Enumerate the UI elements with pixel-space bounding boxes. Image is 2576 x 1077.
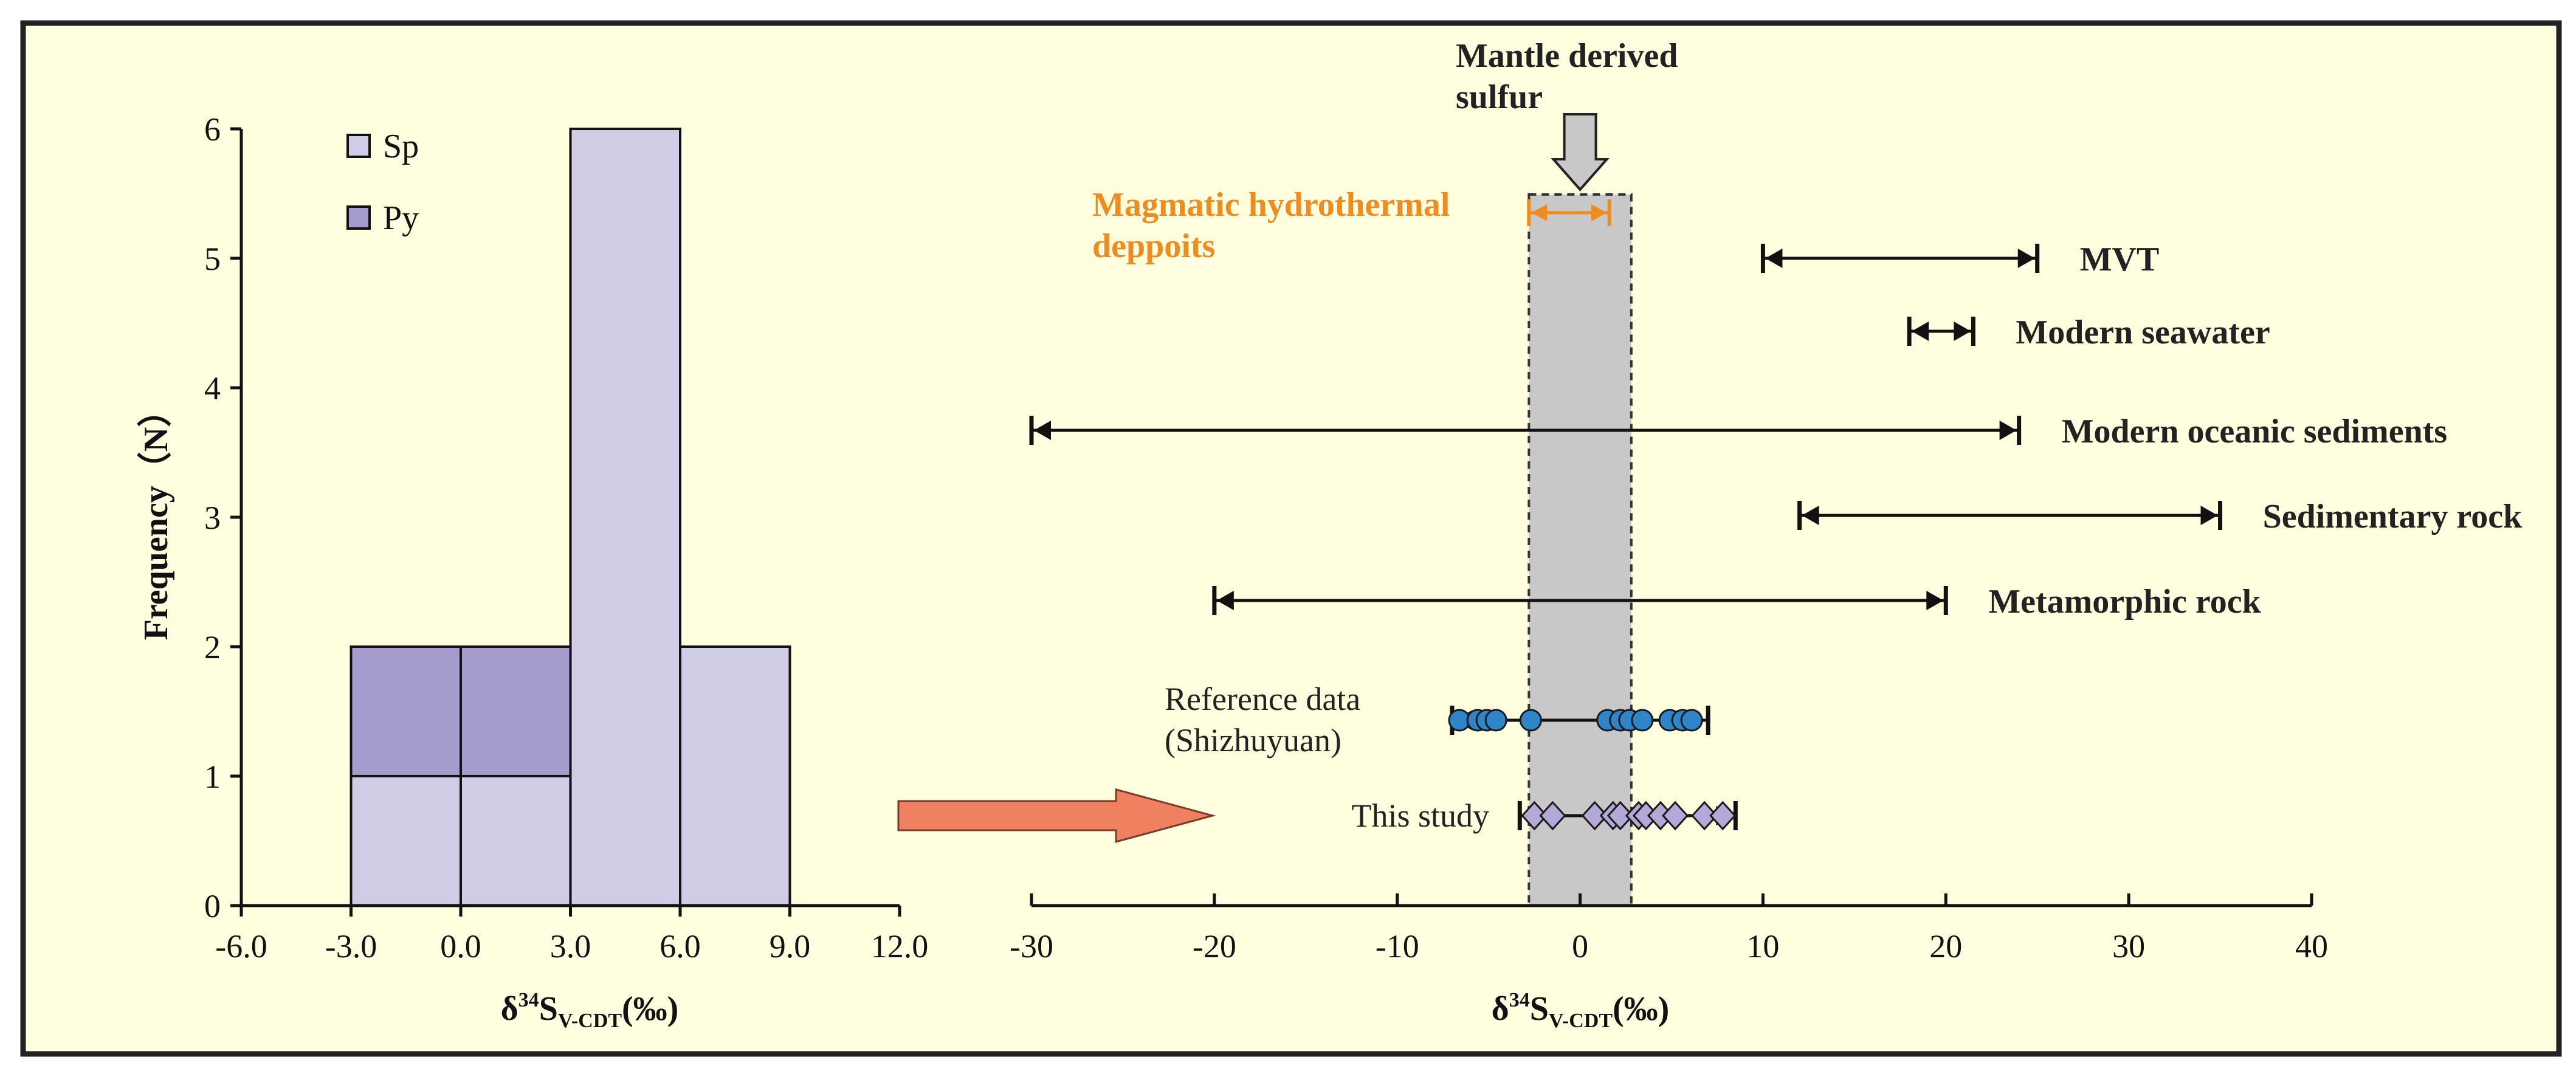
mantle-sulfur-band bbox=[1527, 193, 1633, 907]
range-x-axis-title: δ34SV-CDT(‰) bbox=[1492, 989, 1670, 1032]
range-modern-seawater-arrowhead-right bbox=[1954, 322, 1971, 341]
hist-x-axis-title: δ34SV-CDT(‰) bbox=[501, 989, 679, 1032]
hist-y-tick-label: 5 bbox=[204, 241, 221, 277]
range-x-tick-label: 40 bbox=[2295, 928, 2328, 965]
range-x-tick-label: 10 bbox=[1746, 928, 1779, 965]
bar-sp-3 bbox=[679, 645, 791, 907]
range-sedimentary-rock-arrowhead-left bbox=[1802, 506, 1819, 525]
range-modern-seawater bbox=[1907, 317, 1975, 346]
range-x-tick-label: 20 bbox=[1929, 928, 1962, 965]
range-mvt-arrowhead-left bbox=[1765, 249, 1783, 268]
study-point bbox=[1539, 800, 1566, 831]
range-metamorphic-rock-arrowhead-right bbox=[1926, 591, 1944, 610]
hist-x-tick-label: -6.0 bbox=[215, 928, 267, 965]
range-modern-oceanic-sediments-label: Modern oceanic sediments bbox=[2062, 413, 2448, 450]
reference-point bbox=[1680, 709, 1703, 732]
hist-y-tick-label: 4 bbox=[204, 370, 221, 407]
range-x-tick-label: -30 bbox=[1010, 928, 1053, 965]
hist-x-tick-label: 3.0 bbox=[550, 928, 591, 965]
hist-x-tick-label: 12.0 bbox=[871, 928, 929, 965]
hist-y-tick-label: 3 bbox=[204, 500, 221, 536]
range-modern-oceanic-sediments bbox=[1029, 416, 2022, 445]
bar-sp-1 bbox=[460, 775, 572, 907]
histogram-chart: -6.0 -3.0 0.0 3.0 6.0 9.0 12.0 0 1 2 3 4 5 6 δ34SV-CDT… bbox=[137, 111, 928, 1032]
bar-py-1 bbox=[460, 645, 572, 777]
hist-x-tick-label: -3.0 bbox=[325, 928, 377, 965]
legend-label-py: Py bbox=[383, 199, 419, 237]
study-point bbox=[1691, 800, 1718, 831]
hist-x-tick-label: 6.0 bbox=[659, 928, 701, 965]
hist-y-tick-label: 0 bbox=[204, 888, 221, 924]
range-modern-oceanic-sediments-arrowhead-right bbox=[1999, 421, 2017, 440]
magmatic-label: Magmatic hydrothermal deppoits bbox=[1092, 186, 1450, 265]
range-modern-seawater-arrowhead-left bbox=[1912, 322, 1929, 341]
bar-sp-0 bbox=[350, 775, 462, 907]
reference-point bbox=[1519, 709, 1542, 732]
panel-link-arrow bbox=[897, 788, 1216, 843]
magmatic-range bbox=[1527, 199, 1611, 226]
study-label: This study bbox=[1351, 797, 1489, 834]
bar-py-0 bbox=[350, 645, 462, 777]
range-metamorphic-rock bbox=[1212, 586, 1948, 615]
range-sedimentary-rock bbox=[1797, 501, 2223, 530]
range-x-tick-label: 0 bbox=[1572, 928, 1588, 965]
hist-y-axis-title: Frequency（N） bbox=[137, 393, 175, 641]
range-metamorphic-rock-arrowhead-left bbox=[1216, 591, 1234, 610]
legend-swatch-sp bbox=[346, 134, 371, 158]
range-mvt-arrowhead-right bbox=[2017, 249, 2035, 268]
hist-y-tick-label: 6 bbox=[204, 111, 221, 148]
study-point bbox=[1709, 800, 1737, 831]
mantle-arrow bbox=[1551, 113, 1610, 192]
reference-label: Reference data (Shizhuyuan) bbox=[1165, 681, 1360, 759]
range-mvt-label: MVT bbox=[2080, 241, 2160, 278]
hist-x-tick-label: 9.0 bbox=[770, 928, 811, 965]
study-point bbox=[1661, 800, 1689, 831]
range-x-tick-label: 30 bbox=[2112, 928, 2145, 965]
magmatic-arrowhead-left bbox=[1531, 204, 1548, 221]
hist-y-tick-label: 1 bbox=[204, 759, 221, 795]
reference-point bbox=[1484, 709, 1507, 732]
mantle-sulfur-label: Mantle derived sulfur bbox=[1456, 37, 1678, 116]
range-mvt bbox=[1760, 244, 2040, 273]
legend-label-sp: Sp bbox=[383, 128, 419, 165]
hist-x-tick-label: 0.0 bbox=[440, 928, 481, 965]
hist-y-tick-label: 2 bbox=[204, 629, 221, 666]
range-x-tick-label: -10 bbox=[1376, 928, 1419, 965]
range-metamorphic-rock-label: Metamorphic rock bbox=[1988, 583, 2261, 621]
range-x-tick-label: -20 bbox=[1193, 928, 1236, 965]
reference-point bbox=[1631, 709, 1654, 732]
study-point bbox=[1521, 800, 1548, 831]
study-point bbox=[1581, 800, 1608, 831]
range-sedimentary-rock-arrowhead-right bbox=[2200, 506, 2218, 525]
range-sedimentary-rock-label: Sedimentary rock bbox=[2263, 498, 2523, 535]
legend-swatch-py bbox=[346, 205, 371, 230]
magmatic-arrowhead-right bbox=[1591, 204, 1607, 221]
bar-sp-2 bbox=[569, 128, 681, 907]
range-modern-seawater-label: Modern seawater bbox=[2016, 314, 2270, 351]
study-point bbox=[1607, 800, 1634, 831]
range-modern-oceanic-sediments-arrowhead-left bbox=[1034, 421, 1051, 440]
